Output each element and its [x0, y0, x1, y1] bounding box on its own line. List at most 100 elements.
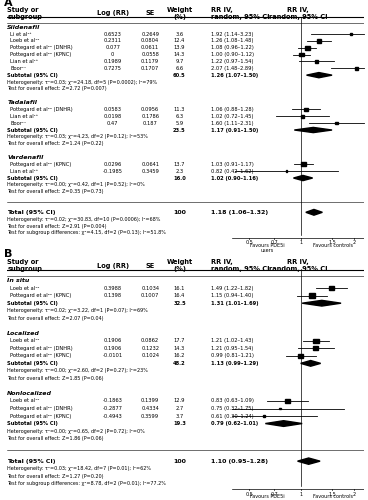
- Text: 0.0862: 0.0862: [141, 338, 159, 344]
- Text: Heterogeneity: τ²=0.03; χ²=18.42, df=7 (P=0.01); I²=62%: Heterogeneity: τ²=0.03; χ²=18.42, df=7 (…: [7, 466, 151, 471]
- Text: 1.22 (0.97–1.54): 1.22 (0.97–1.54): [211, 59, 253, 64]
- Text: Li et al¹³: Li et al¹³: [10, 32, 32, 36]
- Text: 0.2649: 0.2649: [141, 32, 159, 36]
- Text: 0.1399: 0.1399: [141, 398, 159, 404]
- Text: 1.21 (1.02–1.43): 1.21 (1.02–1.43): [211, 338, 253, 344]
- Text: 0.1398: 0.1398: [104, 293, 122, 298]
- Text: 0.5: 0.5: [245, 492, 253, 496]
- Text: 0.6523: 0.6523: [104, 32, 121, 36]
- Text: Log (RR): Log (RR): [97, 262, 129, 268]
- Text: 0.1024: 0.1024: [141, 354, 159, 358]
- Bar: [329, 286, 334, 290]
- Text: Localized: Localized: [7, 331, 40, 336]
- Text: 0.0198: 0.0198: [103, 114, 122, 119]
- Text: 0.2311: 0.2311: [104, 38, 122, 44]
- Text: Favours controls: Favours controls: [313, 242, 353, 248]
- Text: 0.1989: 0.1989: [103, 59, 122, 64]
- Bar: [285, 399, 290, 403]
- Text: 0.0583: 0.0583: [104, 107, 122, 112]
- Text: Total (95% CI): Total (95% CI): [7, 210, 56, 215]
- Text: Test for subgroup differences: χ²=8.78, df=2 (P=0.01); I²=77.2%: Test for subgroup differences: χ²=8.78, …: [7, 481, 166, 486]
- Text: Pottegard et al²⁰ (DNHR): Pottegard et al²⁰ (DNHR): [10, 406, 73, 411]
- Bar: [299, 52, 304, 56]
- Text: 0.1707: 0.1707: [141, 66, 159, 71]
- Text: 1.03 (0.91–1.17): 1.03 (0.91–1.17): [211, 162, 254, 167]
- Text: 1.26 (1.07–1.50): 1.26 (1.07–1.50): [211, 72, 258, 78]
- Bar: [263, 415, 265, 417]
- Bar: [305, 46, 309, 50]
- Text: 60.5: 60.5: [173, 72, 186, 78]
- Text: 2.7: 2.7: [176, 406, 184, 411]
- Text: 13.9: 13.9: [174, 45, 185, 50]
- Text: -0.0101: -0.0101: [103, 354, 123, 358]
- Bar: [301, 162, 306, 166]
- Text: 1.31 (1.01–1.69): 1.31 (1.01–1.69): [211, 300, 258, 306]
- Text: 2: 2: [352, 240, 355, 245]
- Text: Boor¹⁷: Boor¹⁷: [10, 120, 26, 126]
- Text: Weight
(%): Weight (%): [166, 259, 192, 272]
- Text: Sildenafil: Sildenafil: [7, 24, 40, 29]
- Text: 2.07 (1.48–2.89): 2.07 (1.48–2.89): [211, 66, 253, 71]
- Text: Loeb et al¹⁴: Loeb et al¹⁴: [10, 338, 39, 344]
- Text: 16.1: 16.1: [174, 286, 185, 290]
- Text: Study or
subgroup: Study or subgroup: [7, 259, 42, 272]
- Text: 0.0641: 0.0641: [141, 162, 159, 167]
- Text: Test for overall effect: Z=1.85 (P=0.06): Test for overall effect: Z=1.85 (P=0.06): [7, 376, 104, 381]
- Text: 0.0296: 0.0296: [103, 162, 122, 167]
- Text: 1.92 (1.14–3.23): 1.92 (1.14–3.23): [211, 32, 253, 36]
- Text: 0.187: 0.187: [143, 120, 158, 126]
- Text: 0.7275: 0.7275: [104, 66, 121, 71]
- Bar: [313, 346, 318, 350]
- Text: 19.3: 19.3: [173, 421, 186, 426]
- Text: 1.06 (0.88–1.28): 1.06 (0.88–1.28): [211, 107, 254, 112]
- Polygon shape: [307, 72, 332, 78]
- Text: Nonlocalized: Nonlocalized: [7, 391, 52, 396]
- Text: 0.1034: 0.1034: [141, 286, 159, 290]
- Text: 16.0: 16.0: [173, 176, 186, 180]
- Text: 0.7: 0.7: [270, 240, 278, 245]
- Text: 0.75 (0.32–1.75): 0.75 (0.32–1.75): [211, 406, 253, 411]
- Polygon shape: [294, 128, 332, 132]
- Text: Test for overall effect: Z=1.27 (P=0.20): Test for overall effect: Z=1.27 (P=0.20): [7, 474, 104, 478]
- Text: Test for overall effect: Z=1.24 (P=0.22): Test for overall effect: Z=1.24 (P=0.22): [7, 141, 104, 146]
- Bar: [309, 294, 315, 298]
- Text: Log (RR): Log (RR): [97, 10, 129, 16]
- Text: Total (95% CI): Total (95% CI): [7, 458, 56, 464]
- Text: Heterogeneity: τ²=0.03; χ²=24.18, df=5 (P=0.0002); I²=79%: Heterogeneity: τ²=0.03; χ²=24.18, df=5 (…: [7, 80, 158, 84]
- Bar: [336, 122, 339, 124]
- Text: 3.6: 3.6: [176, 32, 184, 36]
- Text: Heterogeneity: τ²=0.02; χ²=3.22, df=1 (P=0.07); I²=69%: Heterogeneity: τ²=0.02; χ²=3.22, df=1 (P…: [7, 308, 148, 313]
- Text: 2: 2: [352, 492, 355, 496]
- Bar: [317, 39, 321, 42]
- Text: 1.08 (0.96–1.22): 1.08 (0.96–1.22): [211, 45, 254, 50]
- Text: 6.6: 6.6: [176, 66, 184, 71]
- Text: Test for overall effect: Z=2.91 (P=0.004): Test for overall effect: Z=2.91 (P=0.004…: [7, 224, 107, 228]
- Text: 6.3: 6.3: [176, 114, 184, 119]
- Text: 0.99 (0.81–1.21): 0.99 (0.81–1.21): [211, 354, 254, 358]
- Text: 9.7: 9.7: [175, 59, 184, 64]
- Text: 0.3988: 0.3988: [104, 286, 122, 290]
- Text: RR IV,
random, 95% CI: RR IV, random, 95% CI: [211, 259, 269, 272]
- Text: 1.49 (1.22–1.82): 1.49 (1.22–1.82): [211, 286, 253, 290]
- Text: Pottegard et al²⁰ (KPNC): Pottegard et al²⁰ (KPNC): [10, 293, 71, 298]
- Text: Loeb et al¹⁴: Loeb et al¹⁴: [10, 286, 39, 290]
- Text: 0.4334: 0.4334: [141, 406, 159, 411]
- Text: 0.0558: 0.0558: [141, 52, 159, 57]
- Text: Favours controls: Favours controls: [313, 494, 353, 500]
- Text: 1.02 (0.90–1.16): 1.02 (0.90–1.16): [211, 176, 258, 180]
- Text: 1.17 (0.91–1.50): 1.17 (0.91–1.50): [211, 128, 258, 132]
- Text: 0.79 (0.62–1.01): 0.79 (0.62–1.01): [211, 421, 258, 426]
- Text: Test for overall effect: Z=2.72 (P=0.007): Test for overall effect: Z=2.72 (P=0.007…: [7, 86, 107, 92]
- Text: Lian et al¹⁸: Lian et al¹⁸: [10, 168, 38, 173]
- Text: 0.47: 0.47: [107, 120, 118, 126]
- Text: 0: 0: [111, 52, 114, 57]
- Text: 1.02 (0.72–1.45): 1.02 (0.72–1.45): [211, 114, 253, 119]
- Text: 14.3: 14.3: [174, 52, 185, 57]
- Text: 0.1007: 0.1007: [141, 293, 159, 298]
- Text: Favours PDE5i
users: Favours PDE5i users: [250, 494, 284, 500]
- Text: 100: 100: [173, 458, 186, 464]
- Text: Pottegard et al²⁰ (DNHR): Pottegard et al²⁰ (DNHR): [10, 346, 73, 351]
- Text: RR IV,
random, 95% CI: RR IV, random, 95% CI: [211, 7, 269, 20]
- Text: 1.5: 1.5: [328, 492, 336, 496]
- Text: SE: SE: [145, 10, 155, 16]
